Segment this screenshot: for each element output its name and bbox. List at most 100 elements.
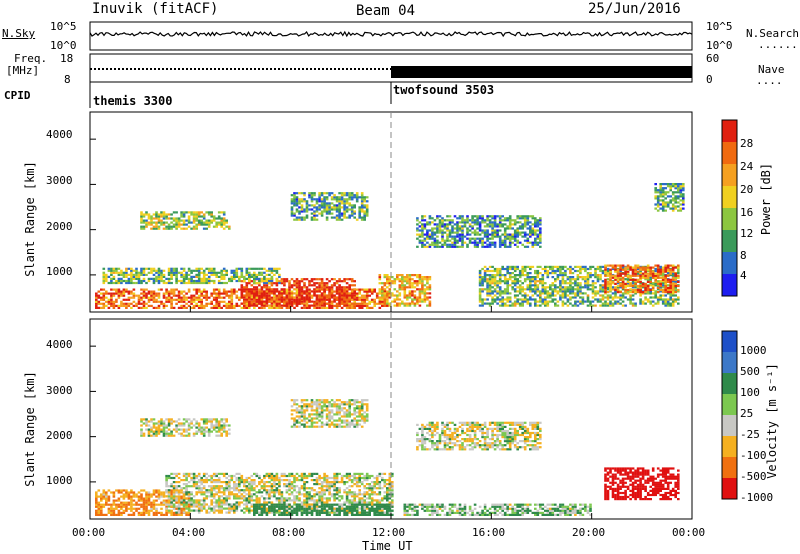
power-cell	[584, 267, 587, 271]
power-cell	[594, 267, 597, 271]
power-cell	[451, 245, 454, 248]
power-cell	[170, 271, 173, 274]
power-cell	[320, 286, 324, 289]
velocity-cell	[195, 483, 198, 486]
power-cell	[160, 279, 163, 283]
power-cell	[639, 288, 642, 292]
velocity-cell	[162, 495, 166, 498]
power-cell	[255, 292, 259, 295]
power-cell	[546, 272, 550, 275]
power-cell	[195, 267, 198, 270]
power-cell	[621, 304, 625, 307]
power-cell	[677, 274, 680, 277]
power-cell	[295, 200, 299, 203]
velocity-cell	[110, 505, 113, 508]
power-cell	[150, 269, 153, 272]
power-cell	[601, 304, 605, 307]
power-cell	[220, 275, 223, 278]
power-cell	[253, 296, 256, 299]
power-cell	[549, 300, 552, 303]
power-cell	[664, 286, 667, 290]
power-cell	[300, 298, 304, 301]
power-cell	[120, 281, 123, 285]
power-cell	[288, 288, 291, 291]
power-cell	[325, 306, 329, 309]
power-cell	[669, 268, 672, 271]
power-cell	[110, 288, 113, 291]
velocity-cell	[197, 479, 201, 482]
power-cell	[348, 192, 351, 195]
velocity-cell	[162, 513, 166, 516]
power-cell	[666, 298, 670, 301]
power-cell	[609, 288, 612, 292]
power-cell	[278, 275, 281, 278]
velocity-cell	[177, 503, 181, 506]
velocity-cell	[197, 509, 201, 512]
power-cell	[240, 296, 244, 299]
power-cell	[200, 211, 203, 214]
power-cell	[340, 212, 344, 215]
power-cell	[656, 191, 660, 194]
power-cell	[541, 267, 545, 271]
power-cell	[212, 215, 216, 218]
power-cell	[674, 207, 677, 210]
velocity-cell	[228, 507, 231, 510]
power-cell	[659, 191, 662, 194]
power-cell	[335, 288, 339, 291]
velocity-cell	[220, 485, 223, 488]
power-cell	[353, 290, 356, 293]
velocity-cell	[115, 489, 118, 492]
velocity-cell	[140, 513, 143, 516]
power-cell	[468, 223, 472, 226]
power-cell	[476, 231, 479, 234]
power-cell	[661, 205, 665, 208]
power-cell	[130, 273, 133, 276]
power-cell	[481, 245, 484, 248]
velocity-cell	[100, 499, 103, 502]
power-cell	[498, 239, 502, 242]
velocity-cell	[200, 493, 203, 496]
power-cell	[150, 304, 153, 307]
power-cell	[506, 245, 509, 248]
power-cell	[561, 286, 565, 289]
power-cell	[546, 302, 550, 305]
power-cell	[298, 296, 301, 299]
power-cell	[333, 278, 336, 281]
power-cell	[102, 271, 106, 274]
power-cell	[295, 296, 299, 299]
power-cell	[210, 302, 213, 305]
power-cell	[350, 206, 354, 209]
power-cell	[453, 227, 457, 230]
velocity-cell	[180, 497, 183, 500]
power-cell	[135, 267, 138, 270]
power-cell	[438, 231, 442, 234]
velocity-cell	[190, 499, 193, 502]
power-cell	[270, 302, 274, 305]
power-cell	[629, 298, 632, 301]
power-cell	[436, 239, 439, 242]
power-cell	[461, 217, 464, 220]
velocity-cell	[228, 489, 231, 492]
power-cell	[303, 208, 306, 211]
power-cell	[348, 304, 351, 307]
power-cell	[202, 288, 206, 291]
power-cell	[260, 296, 264, 299]
power-cell	[644, 292, 647, 295]
power-cell	[152, 227, 156, 230]
velocity-cell	[228, 491, 231, 494]
power-cell	[511, 235, 514, 238]
power-cell	[584, 300, 587, 303]
power-cell	[112, 294, 116, 297]
power-cell	[674, 199, 677, 202]
power-cell	[491, 243, 494, 246]
power-cell	[180, 227, 183, 230]
power-cell	[305, 202, 309, 205]
power-cell	[363, 210, 366, 213]
power-cell	[596, 274, 600, 277]
power-cell	[180, 267, 183, 270]
velocity-cell	[182, 499, 186, 502]
power-cell	[421, 298, 424, 301]
velocity-cell	[155, 489, 158, 492]
power-cell	[350, 288, 354, 291]
power-cell	[152, 290, 156, 293]
